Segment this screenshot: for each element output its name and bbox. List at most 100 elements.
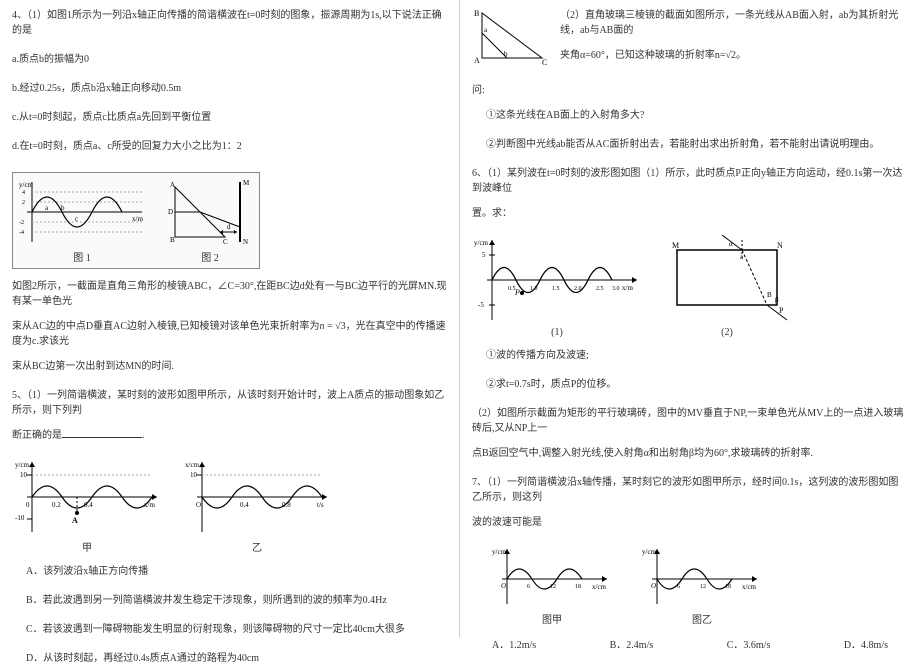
q4r-q1: ①这条光线在AB面上的入射角多大? — [472, 108, 908, 123]
svg-text:M: M — [243, 179, 250, 187]
q4-opt-b: b.经过0.25s，质点b沿x轴正向移动0.5m — [12, 81, 447, 96]
q7-opt-d: D．4.8m/s — [844, 636, 888, 651]
q7-figure-row: y/cm x/cm 6 12 18 O 图甲 y/cm x/cm 6 12 — [492, 544, 908, 626]
q4-opt-a: a.质点b的振幅为0 — [12, 52, 447, 67]
q6-q2: ②求t=0.7s时，质点P的位移。 — [472, 377, 908, 392]
q4-part2-line3: 束从BC边第一次出射到达MN的时间. — [12, 359, 447, 374]
svg-text:A: A — [474, 56, 480, 65]
q7-figure-left: y/cm x/cm 6 12 18 O 图甲 — [492, 544, 612, 626]
svg-text:0.4: 0.4 — [240, 501, 249, 509]
right-column: A B C a b （2）直角玻璃三棱镜的截面如图所示，一条光线从AB面入射，a… — [460, 0, 920, 637]
q6-part2: （2）如图所示截面为矩形的平行玻璃砖，图中的MV垂直于NP,一束单色光从MV上的… — [472, 406, 908, 436]
svg-text:6: 6 — [527, 584, 530, 590]
svg-text:d: d — [227, 223, 231, 231]
q7-options: A．1.2m/s B．2.4m/s C．3.6m/s D．4.8m/s — [472, 636, 908, 651]
q7-figure-right: y/cm x/cm 6 12 18 O 图乙 — [642, 544, 762, 626]
svg-text:N: N — [777, 241, 783, 250]
q6-figure-1: y/cm x/m 5 -5 0.5 1.0 1.5 2.0 2.5 3.0 P … — [472, 235, 642, 338]
fig2-label: 图 2 — [165, 249, 255, 264]
svg-text:0.8: 0.8 — [282, 501, 291, 509]
q5-figure-row: y/cm x/m 10 -10 0.2 0.4 A 0 甲 — [12, 457, 447, 554]
svg-text:O: O — [501, 582, 506, 590]
svg-text:2.0: 2.0 — [574, 286, 582, 292]
svg-text:6: 6 — [677, 584, 680, 590]
svg-text:c: c — [75, 215, 78, 223]
q4-figure-box: y/cm x/m 4 2 -2 -4 a b c 图 — [12, 172, 260, 269]
svg-text:4: 4 — [22, 190, 25, 196]
q4r-intro: （2）直角玻璃三棱镜的截面如图所示，一条光线从AB面入射，ab为其折射光线，ab… — [560, 8, 908, 38]
q5-opt-a: A．该列波沿x轴正方向传播 — [12, 564, 447, 579]
svg-text:B: B — [170, 236, 175, 244]
figure-2: A B C D M N d 图 2 — [165, 177, 255, 264]
q7-intro: 7、（1）一列简谐横波沿x轴传播，某时刻它的波形如图甲所示，经时间0.1s，这列… — [472, 475, 908, 505]
svg-text:a: a — [45, 204, 49, 212]
svg-text:12: 12 — [700, 584, 706, 590]
svg-text:-10: -10 — [15, 514, 25, 522]
svg-text:B: B — [474, 9, 479, 18]
figure-1: y/cm x/m 4 2 -2 -4 a b c 图 — [17, 177, 147, 264]
q4-opt-c: c.从t=0时刻起，质点c比质点a先回到平衡位置 — [12, 110, 447, 125]
svg-text:-5: -5 — [478, 301, 484, 309]
svg-text:18: 18 — [575, 584, 581, 590]
q7-opt-b: B．2.4m/s — [610, 636, 654, 651]
svg-text:A: A — [72, 516, 78, 525]
svg-text:M: M — [672, 241, 679, 250]
svg-text:2: 2 — [22, 200, 25, 206]
svg-text:10: 10 — [20, 471, 28, 479]
q6-figure-2: M N P a α β B (2) — [662, 235, 792, 338]
q7-opt-c: C．3.6m/s — [727, 636, 771, 651]
svg-text:C: C — [542, 58, 547, 67]
q6-intro2: 置。求： — [472, 206, 908, 221]
svg-text:-2: -2 — [19, 220, 24, 226]
q5-intro2: 断正确的是. — [12, 428, 447, 443]
q5-opt-b: B．若此波遇到另一列简谐横波并发生稳定干涉现象，则所遇到的波的频率为0.4Hz — [12, 593, 447, 608]
fig1-y-label: y/cm — [19, 181, 34, 189]
q4-intro: 4、（1）如图1所示为一列沿x轴正向传播的简谐横波在t=0时刻的图象，振源周期为… — [12, 8, 447, 38]
left-column: 4、（1）如图1所示为一列沿x轴正向传播的简谐横波在t=0时刻的图象，振源周期为… — [0, 0, 460, 637]
q7-intro2: 波的波速可能是 — [472, 515, 908, 530]
q5-opt-d: D．从该时刻起，再经过0.4s质点A通过的路程为40cm — [12, 651, 447, 666]
fig1-label: 图 1 — [17, 249, 147, 264]
svg-text:5: 5 — [482, 251, 486, 259]
q5-opt-c: C．若该波遇到一障碍物能发生明显的衍射现象，则该障碍物的尺寸一定比40cm大很多 — [12, 622, 447, 637]
svg-text:a: a — [740, 253, 744, 261]
svg-text:N: N — [243, 238, 248, 246]
svg-text:1.5: 1.5 — [552, 286, 560, 292]
q4r-intro2: 夹角α=60°，已知这种玻璃的折射率n=√2。 — [560, 48, 908, 63]
q5-figure-left: y/cm x/m 10 -10 0.2 0.4 A 0 甲 — [12, 457, 162, 554]
svg-text:y/cm: y/cm — [492, 548, 507, 556]
svg-text:y/cm: y/cm — [15, 461, 30, 469]
svg-text:x/cm: x/cm — [185, 461, 200, 469]
svg-text:3.0: 3.0 — [612, 286, 620, 292]
q4r-q2: ②判断图中光线ab能否从AC面折射出去，若能射出求出折射角，若不能射出请说明理由… — [472, 137, 908, 152]
svg-text:12: 12 — [550, 584, 556, 590]
svg-text:18: 18 — [725, 584, 731, 590]
svg-text:0.2: 0.2 — [52, 501, 61, 509]
svg-text:P: P — [779, 306, 784, 315]
svg-text:10: 10 — [190, 471, 198, 479]
svg-text:B: B — [767, 291, 772, 299]
q6-q1: ①波的传播方向及波速; — [472, 348, 908, 363]
q4r-wen: 问: — [472, 83, 908, 98]
svg-text:a: a — [484, 26, 488, 34]
svg-text:P: P — [514, 288, 520, 297]
svg-text:x/cm: x/cm — [592, 583, 607, 591]
svg-text:β: β — [775, 296, 779, 304]
svg-text:b: b — [504, 50, 508, 58]
svg-text:2.5: 2.5 — [596, 286, 604, 292]
svg-text:y/cm: y/cm — [474, 239, 489, 247]
svg-text:0.4: 0.4 — [84, 501, 93, 509]
q5-figure-right: x/cm t/s 10 0.4 0.8 O 乙 — [182, 457, 332, 554]
svg-text:D: D — [168, 208, 173, 216]
q6-part2b: 点B返回空气中,调整入射光线,使入射角α和出射角β均为60°,求玻璃砖的折射率. — [472, 446, 908, 461]
svg-text:x/cm: x/cm — [742, 583, 757, 591]
q6-intro: 6、（1）某列波在t=0时刻的波形图如图（1）所示，此时质点P正向y轴正方向运动… — [472, 166, 908, 196]
q4-part2-line1: 如图2所示，一截面是直角三角形的棱镜ABC，∠C=30°,在距BC边d处有一与B… — [12, 279, 447, 309]
svg-text:C: C — [223, 238, 228, 246]
q5-intro: 5、（1）一列简谐横波，某时刻的波形如图甲所示，从该时刻开始计时，波上A质点的振… — [12, 388, 447, 418]
svg-text:α: α — [729, 240, 733, 248]
svg-text:A: A — [170, 181, 175, 189]
q6-figure-row: y/cm x/m 5 -5 0.5 1.0 1.5 2.0 2.5 3.0 P … — [472, 235, 908, 338]
svg-text:O: O — [651, 582, 656, 590]
svg-text:1.0: 1.0 — [530, 286, 538, 292]
